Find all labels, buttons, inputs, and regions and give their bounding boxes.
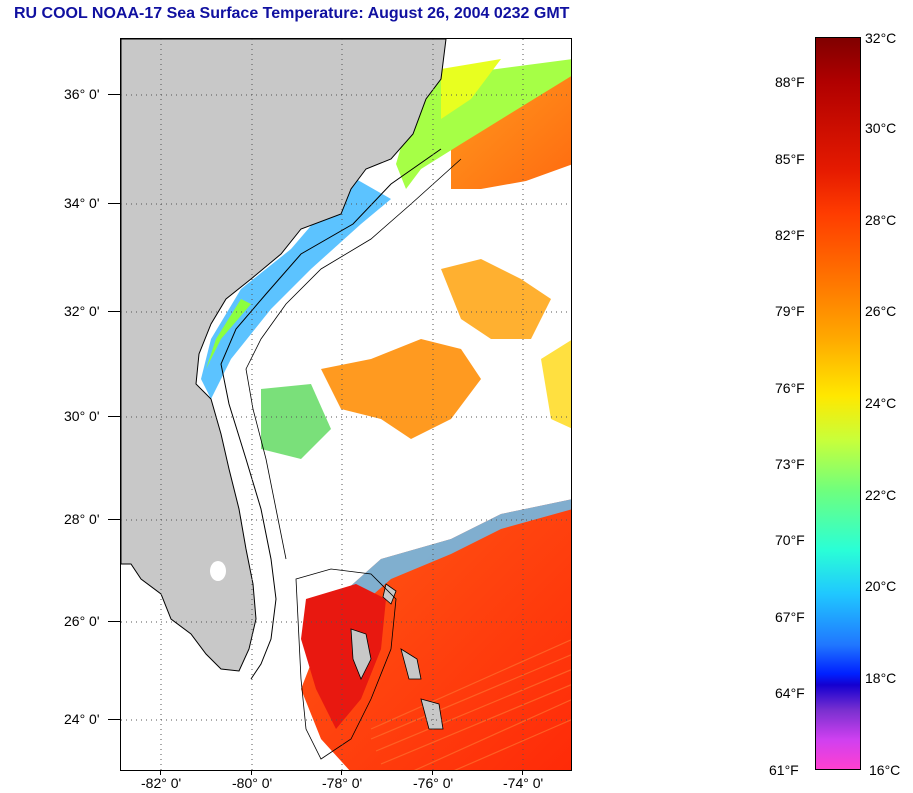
colorbar-label-28c: 28°C — [865, 212, 897, 228]
graticule — [121, 39, 571, 770]
colorbar-label-26c: 26°C — [865, 303, 897, 319]
left-tick — [108, 203, 120, 204]
colorbar-label-16c: 16°C — [869, 762, 901, 778]
colorbar-label-22c: 22°C — [865, 487, 897, 503]
colorbar-label-70f: 70°F — [775, 532, 805, 548]
coastal-fringe — [201, 179, 391, 399]
colorbar-label-82f: 82°F — [775, 227, 805, 243]
left-tick — [108, 621, 120, 622]
lon-label-78: -78° 0' — [322, 775, 363, 791]
colorbar-label-79f: 79°F — [775, 303, 805, 319]
shelf-water-cool — [396, 59, 571, 189]
lat-label-24: 24° 0' — [64, 711, 100, 727]
lon-label-76: -76° 0' — [413, 775, 454, 791]
sst-map-svg — [121, 39, 571, 770]
lat-label-36: 36° 0' — [64, 86, 100, 102]
left-tick — [108, 311, 120, 312]
bahamas-island-4 — [420, 698, 444, 730]
lat-label-28: 28° 0' — [64, 511, 100, 527]
left-tick — [108, 416, 120, 417]
temperature-colorbar — [815, 37, 861, 770]
lat-label-34: 34° 0' — [64, 195, 100, 211]
bottom-tick — [522, 771, 523, 775]
colorbar-label-24c: 24°C — [865, 395, 897, 411]
colorbar-label-30c: 30°C — [865, 120, 897, 136]
left-tick — [108, 719, 120, 720]
colorbar-label-64f: 64°F — [775, 685, 805, 701]
sst-map — [120, 38, 572, 771]
bottom-tick — [341, 771, 342, 775]
lat-label-32: 32° 0' — [64, 303, 100, 319]
east-patch — [541, 340, 571, 429]
bahamas-hot — [301, 584, 386, 729]
colorbar-label-18c: 18°C — [865, 670, 897, 686]
bottom-tick — [432, 771, 433, 775]
lon-label-82: -82° 0' — [141, 775, 182, 791]
map-title: RU COOL NOAA-17 Sea Surface Temperature:… — [14, 5, 570, 22]
colorbar-label-67f: 67°F — [775, 609, 805, 625]
colorbar-label-76f: 76°F — [775, 380, 805, 396]
colorbar-label-88f: 88°F — [775, 74, 805, 90]
shelf-water-yellow — [441, 59, 501, 119]
contour-slope — [245, 158, 462, 560]
colorbar-label-20c: 20°C — [865, 578, 897, 594]
lon-label-74: -74° 0' — [503, 775, 544, 791]
left-tick — [108, 519, 120, 520]
central-mixed-patch — [261, 384, 331, 459]
coastal-fringe-green — [206, 299, 251, 369]
left-tick — [108, 94, 120, 95]
lon-label-80: -80° 0' — [232, 775, 273, 791]
colorbar-label-85f: 85°F — [775, 151, 805, 167]
lat-label-30: 30° 0' — [64, 408, 100, 424]
gulf-stream-north — [451, 75, 571, 189]
bahamas-island-1 — [350, 628, 372, 680]
contour-bahamas — [295, 568, 397, 760]
gulf-stream-south — [301, 499, 571, 770]
lake-okeechobee — [210, 561, 226, 581]
central-warm-patch — [321, 339, 481, 439]
lat-label-26: 26° 0' — [64, 613, 100, 629]
colorbar-label-73f: 73°F — [775, 456, 805, 472]
swath-streaks — [370, 639, 571, 770]
bottom-tick — [251, 771, 252, 775]
bottom-tick — [160, 771, 161, 775]
bahamas-island-3 — [400, 648, 422, 680]
colorbar-label-32c: 32°C — [865, 30, 897, 46]
contour-shelf — [220, 148, 442, 680]
colorbar-label-61f: 61°F — [769, 762, 799, 778]
